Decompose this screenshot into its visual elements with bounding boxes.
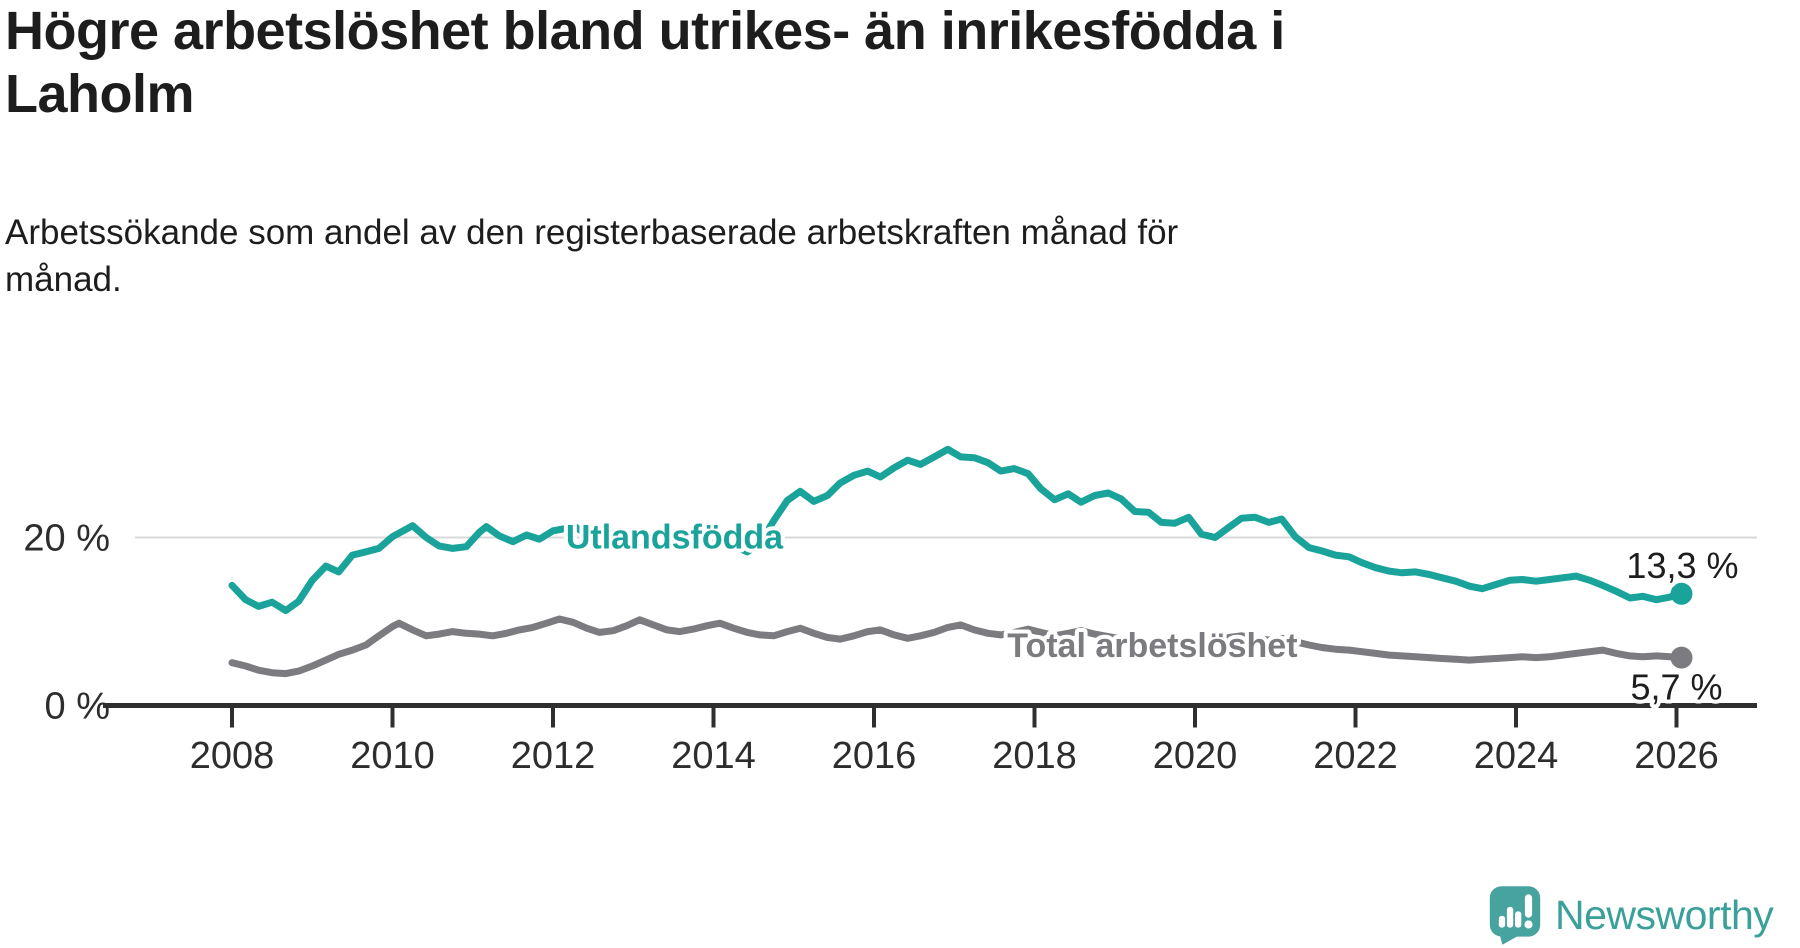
- chart-labels: Utlandsfödda 13,3 % Total arbetslöshet 5,7 …: [562, 515, 1743, 712]
- series-line-total: [228, 615, 1680, 678]
- x-axis: [103, 703, 1757, 728]
- exclamation-icon: [1524, 894, 1533, 929]
- x-tick-label: 2026: [1634, 735, 1719, 777]
- data-series: [228, 445, 1693, 678]
- series-end-value-label: 5,7 %: [1630, 667, 1722, 708]
- axis-tick-labels: 0 % 20 % 2008 2010 2012 2014 2016 2018 2020 2022 2…: [23, 518, 1718, 778]
- newsworthy-logo: Newsworthy: [1488, 884, 1774, 946]
- newsworthy-logo-text: Newsworthy: [1555, 892, 1774, 938]
- x-tick-label: 2010: [350, 735, 435, 777]
- chart-subtitle: Arbetssökande som andel av den registerb…: [5, 213, 1179, 299]
- series-end-value-label: 13,3 %: [1626, 545, 1738, 586]
- x-tick-label: 2018: [992, 735, 1077, 777]
- series-inline-label: Total arbetslöshet: [1007, 627, 1297, 665]
- x-tick-label: 2022: [1313, 735, 1398, 777]
- x-tick-label: 2012: [511, 735, 596, 777]
- mini-bar-chart-icon: [1498, 906, 1522, 928]
- series-end-dot: [1670, 582, 1693, 605]
- series-inline-label: Utlandsfödda: [566, 519, 784, 557]
- x-tick-label: 2020: [1153, 735, 1238, 777]
- x-tick-label: 2016: [832, 735, 917, 777]
- x-tick-label: 2014: [671, 735, 756, 777]
- series-line-utlandsfodda: [228, 445, 1680, 615]
- newsworthy-logo-icon: [1489, 886, 1541, 945]
- x-tick-label: 2024: [1474, 735, 1559, 777]
- y-tick-label: 0 %: [45, 686, 110, 728]
- x-tick-label: 2008: [190, 735, 275, 777]
- page-title: Högre arbetslöshet bland utrikes- än inr…: [5, 1, 1285, 125]
- series-end-dot: [1670, 646, 1693, 669]
- y-tick-label: 20 %: [23, 518, 110, 560]
